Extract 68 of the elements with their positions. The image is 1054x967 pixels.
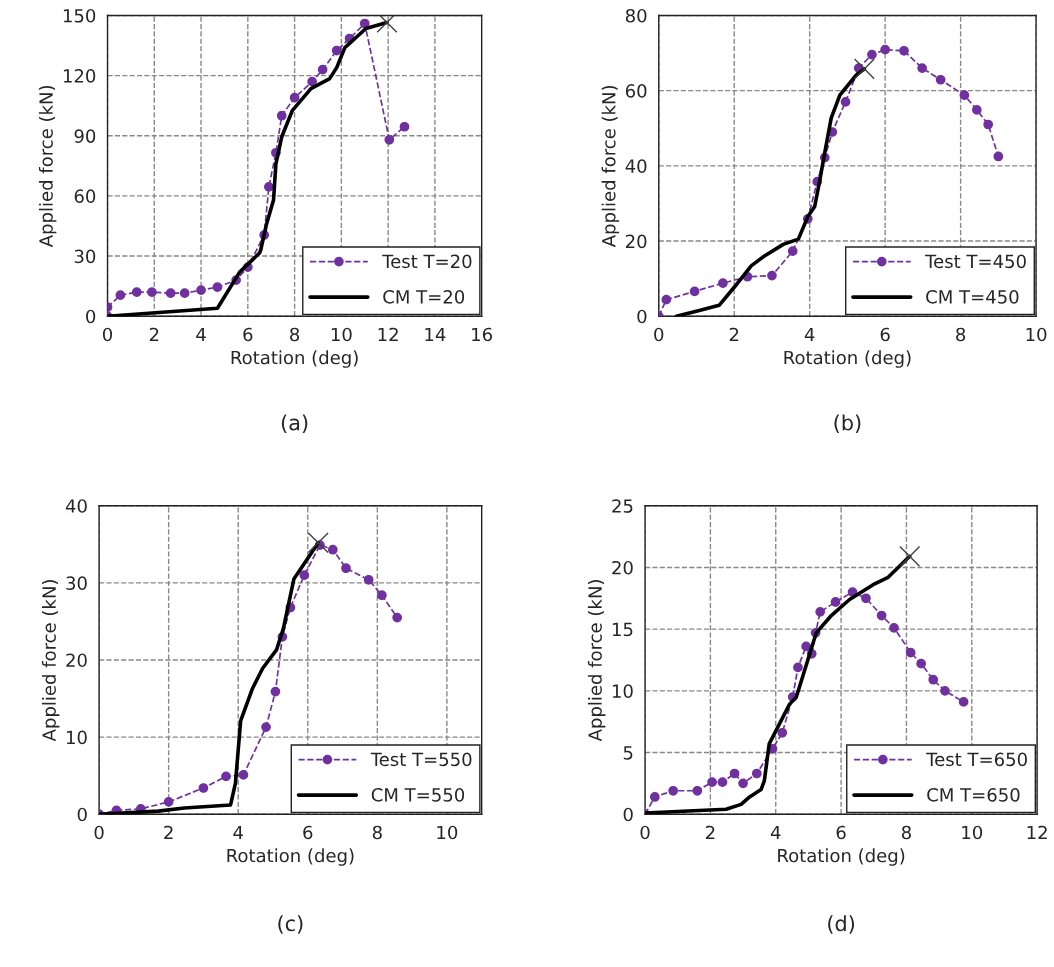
text: (b) bbox=[834, 414, 861, 433]
legend-label: Test T=550 bbox=[370, 752, 472, 767]
x-tick-label: 8 bbox=[901, 825, 911, 840]
x-tick-label: 14 bbox=[425, 327, 446, 342]
legend-label: Test T=20 bbox=[382, 254, 472, 269]
y-tick-label: 150 bbox=[63, 8, 96, 23]
y-tick-label: 40 bbox=[625, 159, 647, 173]
y-tick-label: 80 bbox=[625, 8, 647, 23]
y-tick-label: 60 bbox=[625, 84, 647, 98]
x-axis-title: Rotation (deg) bbox=[231, 350, 358, 368]
x-tick-label: 4 bbox=[233, 825, 243, 840]
x-tick-label: 10 bbox=[1026, 327, 1047, 342]
x-axis-title: Rotation (deg) bbox=[778, 848, 905, 866]
y-tick-label: 20 bbox=[66, 653, 87, 668]
x-tick-label: 2 bbox=[164, 825, 173, 840]
x-tick-label: 4 bbox=[196, 327, 206, 342]
y-axis-title: Applied force (kN) bbox=[601, 85, 620, 248]
y-tick-label: 25 bbox=[612, 499, 633, 513]
legend-label: CM T=550 bbox=[371, 788, 465, 802]
x-tick-label: 12 bbox=[1027, 825, 1047, 840]
x-tick-label: 8 bbox=[372, 825, 382, 840]
x-tick-label: 2 bbox=[729, 327, 739, 342]
y-tick-label: 10 bbox=[612, 684, 633, 698]
x-tick-label: 10 bbox=[331, 327, 352, 342]
y-tick-label: 10 bbox=[66, 730, 87, 745]
y-tick-label: 30 bbox=[74, 249, 96, 264]
legend-label: Test T=450 bbox=[925, 254, 1026, 269]
x-tick-label: 10 bbox=[962, 825, 983, 840]
y-tick-label: 0 bbox=[77, 807, 87, 822]
y-tick-label: 90 bbox=[74, 129, 96, 143]
x-tick-label: 8 bbox=[290, 327, 300, 342]
x-tick-label: 0 bbox=[102, 327, 113, 342]
x-tick-label: 6 bbox=[243, 327, 253, 342]
y-tick-label: 5 bbox=[623, 746, 633, 760]
y-axis-title: Applied force (kN) bbox=[38, 85, 57, 248]
y-tick-label: 40 bbox=[65, 499, 87, 513]
x-tick-label: 10 bbox=[437, 825, 458, 840]
legend-label: CM T=20 bbox=[383, 290, 465, 304]
x-tick-label: 6 bbox=[303, 825, 313, 840]
legend-label: CM T=450 bbox=[926, 290, 1019, 304]
y-tick-label: 30 bbox=[66, 576, 87, 590]
text: (a) bbox=[281, 414, 308, 433]
x-tick-label: 6 bbox=[880, 327, 890, 342]
x-tick-label: 2 bbox=[705, 825, 715, 840]
x-tick-label: 4 bbox=[804, 327, 815, 342]
y-tick-label: 0 bbox=[637, 309, 647, 324]
y-tick-label: 0 bbox=[623, 807, 633, 822]
text: (d) bbox=[828, 915, 855, 934]
x-tick-label: 2 bbox=[149, 327, 159, 342]
y-tick-label: 20 bbox=[612, 560, 633, 575]
x-tick-label: 12 bbox=[378, 327, 398, 342]
x-tick-label: 4 bbox=[770, 825, 781, 840]
x-axis-title: Rotation (deg) bbox=[227, 848, 354, 866]
x-tick-label: 6 bbox=[836, 825, 846, 840]
y-tick-label: 15 bbox=[612, 622, 633, 637]
text: (c) bbox=[278, 915, 303, 934]
x-axis-title: Rotation (deg) bbox=[784, 350, 911, 368]
x-tick-label: 0 bbox=[654, 327, 664, 342]
y-axis-title: Applied force (kN) bbox=[587, 580, 606, 742]
y-axis-title: Applied force (kN) bbox=[41, 580, 60, 742]
y-tick-label: 120 bbox=[63, 69, 96, 83]
y-tick-label: 20 bbox=[625, 234, 647, 249]
y-tick-label: 0 bbox=[86, 309, 96, 324]
x-tick-label: 16 bbox=[472, 327, 493, 342]
y-tick-label: 60 bbox=[74, 189, 96, 204]
legend-label: CM T=650 bbox=[927, 788, 1020, 802]
x-tick-label: 8 bbox=[956, 327, 966, 342]
legend-label: Test T=650 bbox=[926, 752, 1027, 767]
